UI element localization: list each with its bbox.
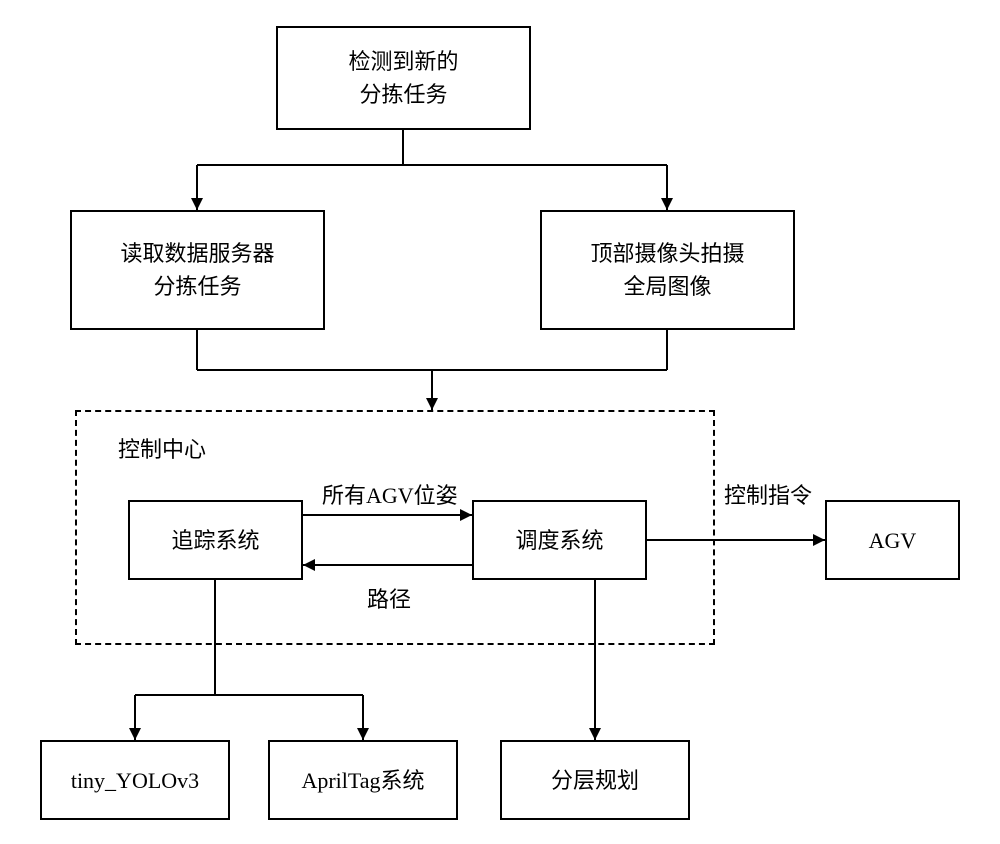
node-agv: AGV <box>825 500 960 580</box>
node-top-cam: 顶部摄像头拍摄 全局图像 <box>540 210 795 330</box>
node-dispatch-text: 调度系统 <box>515 524 603 557</box>
node-layered: 分层规划 <box>500 740 690 820</box>
node-detect: 检测到新的 分拣任务 <box>276 26 531 130</box>
node-dispatch: 调度系统 <box>472 500 647 580</box>
node-yolo: tiny_YOLOv3 <box>40 740 230 820</box>
node-layered-text: 分层规划 <box>551 764 639 797</box>
node-apriltag: AprilTag系统 <box>268 740 458 820</box>
node-yolo-text: tiny_YOLOv3 <box>71 764 199 797</box>
label-all-pose: 所有AGV位姿 <box>320 478 460 510</box>
node-agv-text: AGV <box>869 524 917 557</box>
label-control-cmd-text: 控制指令 <box>724 483 812 508</box>
node-apriltag-text: AprilTag系统 <box>301 764 424 797</box>
label-all-pose-text: 所有AGV位姿 <box>322 483 458 508</box>
node-read-task: 读取数据服务器 分拣任务 <box>70 210 325 330</box>
label-control-center-text: 控制中心 <box>118 437 206 462</box>
label-control-cmd: 控制指令 <box>722 478 814 510</box>
label-path: 路径 <box>365 582 413 614</box>
node-track: 追踪系统 <box>128 500 303 580</box>
label-path-text: 路径 <box>367 587 411 612</box>
label-control-center: 控制中心 <box>116 432 208 464</box>
node-top-cam-text: 顶部摄像头拍摄 全局图像 <box>590 237 744 303</box>
node-detect-text: 检测到新的 分拣任务 <box>348 45 458 111</box>
node-track-text: 追踪系统 <box>171 524 259 557</box>
node-read-task-text: 读取数据服务器 分拣任务 <box>120 237 274 303</box>
